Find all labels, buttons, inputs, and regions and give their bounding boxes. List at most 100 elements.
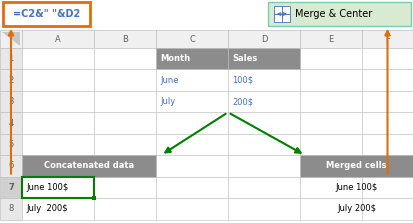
Bar (362, 69, 413, 91)
Text: 100$: 100$ (232, 76, 253, 85)
Bar (22, 155, 94, 177)
Bar (0, 177, 22, 198)
Bar (0, 112, 22, 134)
Text: B: B (122, 35, 128, 43)
Bar (94, 134, 156, 155)
Bar (228, 198, 300, 220)
Bar (300, 30, 362, 48)
Bar (300, 134, 362, 155)
Bar (282, 14, 290, 22)
Text: A: A (55, 35, 61, 43)
Bar (94, 91, 156, 112)
Bar (156, 198, 228, 220)
Bar (92, 196, 96, 200)
Bar (22, 48, 94, 69)
Bar (362, 177, 413, 198)
Bar (22, 69, 94, 91)
Bar (300, 177, 362, 198)
Bar (300, 69, 362, 91)
Bar (362, 155, 413, 177)
Bar (0, 155, 22, 177)
Text: Merge & Center: Merge & Center (295, 9, 372, 19)
Bar (156, 112, 228, 134)
Bar (282, 6, 290, 14)
Text: 1: 1 (8, 54, 14, 63)
Bar (0, 69, 22, 91)
Text: June: June (160, 76, 178, 85)
Bar (94, 155, 156, 177)
Text: 2: 2 (8, 76, 14, 85)
Bar (22, 134, 94, 155)
Bar (228, 69, 300, 91)
Bar (362, 134, 413, 155)
Bar (228, 177, 300, 198)
Text: June 100$: June 100$ (335, 183, 377, 192)
Text: Month: Month (160, 54, 190, 63)
Bar (156, 48, 228, 69)
Text: July 200$: July 200$ (337, 204, 376, 213)
Bar (156, 155, 228, 177)
Bar (22, 112, 94, 134)
Bar (156, 177, 228, 198)
Bar (300, 198, 362, 220)
Bar (156, 30, 228, 48)
Polygon shape (2, 32, 20, 46)
Bar (0, 198, 22, 220)
Bar (156, 91, 228, 112)
Bar (94, 177, 156, 198)
Text: Sales: Sales (232, 54, 257, 63)
Text: 6: 6 (8, 161, 14, 170)
Bar (228, 155, 300, 177)
Text: 7: 7 (8, 183, 14, 192)
Bar (362, 30, 413, 48)
Bar (274, 6, 282, 14)
Bar (94, 30, 156, 48)
Text: =C2&" "&D2: =C2&" "&D2 (13, 9, 80, 19)
Text: Concatenated data: Concatenated data (44, 161, 134, 170)
Bar (362, 112, 413, 134)
Bar (0, 48, 22, 69)
Text: July: July (160, 97, 175, 106)
Bar (0, 30, 22, 48)
Text: C: C (189, 35, 195, 43)
Bar (22, 198, 94, 220)
Text: 200$: 200$ (232, 97, 253, 106)
Bar (22, 30, 94, 48)
Bar (300, 155, 362, 177)
Bar (94, 69, 156, 91)
Bar (274, 14, 282, 22)
Bar (22, 91, 94, 112)
Text: 3: 3 (8, 97, 14, 106)
Text: E: E (328, 35, 334, 43)
Bar (362, 198, 413, 220)
Bar (300, 155, 413, 177)
Bar (156, 134, 228, 155)
Bar (300, 91, 362, 112)
Bar (362, 91, 413, 112)
Bar (300, 48, 362, 69)
Bar (0, 134, 22, 155)
Bar (22, 155, 156, 177)
Bar (94, 112, 156, 134)
Bar (228, 48, 300, 69)
Text: F: F (385, 35, 390, 43)
Bar (228, 30, 300, 48)
Bar (94, 198, 156, 220)
Bar (228, 134, 300, 155)
Text: D: D (261, 35, 267, 43)
Bar (362, 48, 413, 69)
Bar (0, 91, 22, 112)
Text: Merged cells: Merged cells (326, 161, 387, 170)
Bar (300, 112, 362, 134)
Bar (156, 48, 228, 69)
Bar (228, 91, 300, 112)
Text: 4: 4 (8, 119, 14, 128)
Bar (94, 48, 156, 69)
Text: June 100$: June 100$ (26, 183, 68, 192)
Bar (156, 69, 228, 91)
Bar (228, 48, 300, 69)
Text: July  200$: July 200$ (26, 204, 68, 213)
Bar (22, 177, 94, 198)
Bar (268, 2, 411, 26)
Text: 5: 5 (8, 140, 14, 149)
